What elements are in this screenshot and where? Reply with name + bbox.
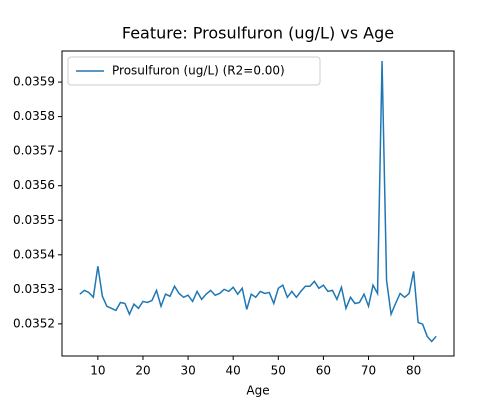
- x-tick-label: 10: [90, 364, 105, 378]
- x-tick-label: 60: [316, 364, 331, 378]
- y-tick-label: 0.0354: [13, 247, 55, 261]
- y-tick-label: 0.0358: [13, 109, 55, 123]
- legend-box: [67, 56, 321, 86]
- x-axis-label: Age: [246, 384, 269, 398]
- line-series: [79, 61, 437, 343]
- y-tick-label: 0.0355: [13, 213, 55, 227]
- x-tick-label: 50: [271, 364, 286, 378]
- x-tick-label: 40: [226, 364, 241, 378]
- y-tick-label: 0.0353: [13, 282, 55, 296]
- y-tick-label: 0.0352: [13, 316, 55, 330]
- x-tick-label: 20: [135, 364, 150, 378]
- y-tick-label: 0.0357: [13, 144, 55, 158]
- x-tick-label: 30: [180, 364, 195, 378]
- y-tick-label: 0.0359: [13, 75, 55, 89]
- x-tick-label: 70: [361, 364, 376, 378]
- x-tick-label: 80: [406, 364, 421, 378]
- plot-frame: [61, 50, 455, 357]
- chart-title: Feature: Prosulfuron (ug/L) vs Age: [122, 24, 394, 43]
- y-tick-label: 0.0356: [13, 178, 55, 192]
- legend-label: Prosulfuron (ug/L) (R2=0.00): [112, 64, 285, 78]
